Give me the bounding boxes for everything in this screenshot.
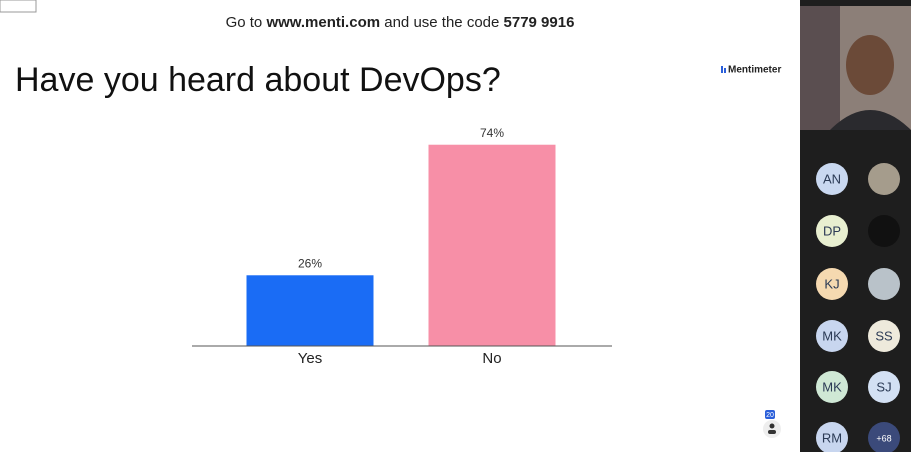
participant-initials: SS — [875, 328, 893, 343]
participant-photo — [868, 268, 900, 300]
slide — [0, 0, 800, 452]
brand: Mentimeter — [728, 65, 781, 76]
participant-avatar — [816, 320, 848, 352]
participant-avatar — [816, 268, 848, 300]
participant-initials: KJ — [824, 276, 839, 291]
participant-button[interactable] — [763, 420, 781, 438]
text: 5779 9916 — [504, 14, 575, 31]
text: Go to — [226, 14, 263, 31]
brand-icon — [724, 68, 726, 73]
participant-photo — [868, 163, 900, 195]
x-tick-label: No — [482, 350, 501, 367]
bar — [246, 275, 374, 346]
participant-avatar — [816, 215, 848, 247]
video-bg — [800, 6, 840, 130]
participant-initials: AN — [823, 171, 841, 186]
more-avatar — [868, 422, 900, 454]
participant-avatar — [816, 371, 848, 403]
value-label: 26% — [298, 256, 322, 270]
participant-avatar — [816, 422, 848, 454]
participant-avatar — [868, 371, 900, 403]
join-instruction: Go to www.menti.com and use the code 577… — [226, 14, 575, 31]
video-body — [830, 110, 911, 130]
icon — [768, 430, 776, 434]
exit-box — [0, 0, 37, 13]
participant-avatar — [816, 163, 848, 195]
badge-count: 20 — [766, 412, 774, 419]
participant-initials: MK — [822, 328, 842, 343]
participant-initials: RM — [822, 430, 842, 445]
x-tick-label: Yes — [298, 350, 322, 367]
bar — [428, 144, 556, 346]
participant-initials: DP — [823, 223, 841, 238]
participant-initials: SJ — [876, 379, 891, 394]
video-face — [846, 35, 894, 95]
participant-avatar — [868, 320, 900, 352]
text: and use the code — [384, 14, 499, 31]
slide-title: Have you heard about DevOps? — [15, 61, 501, 99]
text: www.menti.com — [265, 14, 380, 31]
brand-icon — [721, 66, 723, 73]
more-count: +68 — [876, 433, 891, 443]
badge — [765, 410, 775, 419]
participant-photo — [868, 215, 900, 247]
participant-initials: MK — [822, 379, 842, 394]
icon — [769, 423, 775, 429]
value-label: 74% — [480, 126, 504, 140]
